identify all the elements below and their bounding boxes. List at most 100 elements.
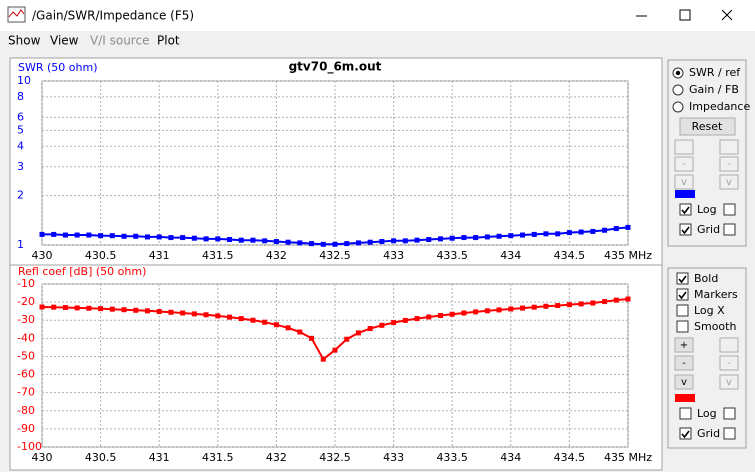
menu-item[interactable]: View — [50, 34, 79, 48]
checkbox[interactable] — [679, 203, 692, 216]
checkbox[interactable] — [679, 407, 692, 420]
data-marker — [121, 307, 127, 313]
y-tick-label: -50 — [17, 349, 35, 362]
data-marker — [461, 235, 467, 241]
data-marker — [86, 232, 92, 238]
data-marker — [250, 317, 256, 323]
data-marker — [180, 310, 186, 316]
small-button[interactable] — [674, 374, 694, 390]
data-marker — [285, 239, 291, 245]
data-marker — [250, 237, 256, 243]
data-marker — [344, 336, 350, 342]
data-marker — [625, 296, 631, 302]
title-bar — [0, 0, 755, 31]
checkbox[interactable] — [723, 223, 736, 236]
data-marker — [473, 235, 479, 241]
y-tick-label: -20 — [17, 295, 35, 308]
small-button[interactable] — [719, 337, 739, 353]
data-marker — [461, 310, 467, 316]
menu-item[interactable]: V/I source — [90, 34, 149, 48]
data-marker — [121, 233, 127, 239]
y-tick-label: 1 — [17, 238, 24, 251]
y-tick-label: 8 — [17, 90, 24, 103]
data-marker — [168, 235, 174, 241]
menu-item[interactable]: Show — [8, 34, 41, 48]
data-marker — [625, 224, 631, 230]
data-marker — [180, 235, 186, 241]
x-tick-label: 430.5 — [85, 249, 117, 262]
small-button[interactable] — [674, 174, 694, 190]
radio-label: Gain / FB — [689, 83, 739, 96]
small-button-label: - — [682, 159, 686, 170]
data-marker — [402, 238, 408, 244]
color-swatch[interactable] — [675, 394, 695, 402]
menu-item[interactable]: Plot — [157, 34, 180, 48]
data-marker — [320, 356, 326, 362]
small-button[interactable] — [674, 139, 694, 155]
data-marker — [379, 239, 385, 245]
small-button[interactable] — [719, 139, 739, 155]
small-button-label: - — [727, 159, 731, 170]
reset-label: Reset — [692, 120, 723, 133]
data-marker — [484, 234, 490, 240]
data-marker — [590, 228, 596, 234]
x-tick-label: 435 MHz — [604, 451, 652, 464]
y-tick-label: 4 — [17, 139, 24, 152]
maximize-button[interactable] — [679, 9, 691, 21]
checkbox[interactable] — [679, 427, 692, 440]
small-button[interactable] — [674, 337, 694, 353]
checkbox-label: Smooth — [694, 320, 736, 333]
checkbox[interactable] — [723, 427, 736, 440]
data-marker — [566, 302, 572, 308]
color-swatch[interactable] — [675, 190, 695, 198]
data-marker — [74, 232, 80, 238]
y-tick-label: -100 — [17, 440, 42, 453]
radio-label: SWR / ref — [689, 66, 741, 79]
checkbox-label: Grid — [697, 427, 720, 440]
data-marker — [613, 297, 619, 303]
data-marker — [156, 309, 162, 315]
check-mark — [678, 291, 687, 300]
data-marker — [555, 231, 561, 237]
check-mark — [681, 206, 690, 215]
data-marker — [203, 312, 209, 318]
small-button[interactable] — [719, 156, 739, 172]
data-marker — [578, 229, 584, 235]
y-tick-label: 6 — [17, 110, 24, 123]
close-button[interactable] — [721, 9, 733, 21]
data-marker — [238, 316, 244, 322]
checkbox[interactable] — [676, 304, 689, 317]
data-marker — [168, 309, 174, 315]
small-button[interactable] — [719, 374, 739, 390]
data-marker — [344, 241, 350, 247]
radio-button[interactable] — [672, 101, 684, 113]
data-marker — [449, 235, 455, 241]
y-tick-label: -80 — [17, 404, 35, 417]
data-marker — [520, 305, 526, 311]
x-tick-label: 433.5 — [436, 451, 468, 464]
data-marker — [98, 233, 104, 239]
data-marker — [613, 226, 619, 232]
check-mark — [678, 275, 687, 284]
checkbox[interactable] — [723, 407, 736, 420]
chart-title: gtv70_6m.out — [289, 60, 382, 75]
small-button[interactable] — [719, 355, 739, 371]
data-marker — [531, 231, 537, 237]
data-marker — [391, 320, 397, 326]
reset-button[interactable] — [679, 117, 736, 136]
y-tick-label: 2 — [17, 189, 24, 202]
checkbox-label: Log — [697, 203, 717, 216]
checkbox[interactable] — [676, 288, 689, 301]
checkbox[interactable] — [679, 223, 692, 236]
checkbox-label: Log X — [694, 304, 725, 317]
radio-button[interactable] — [672, 84, 684, 96]
checkbox[interactable] — [676, 272, 689, 285]
checkbox[interactable] — [676, 320, 689, 333]
small-button[interactable] — [719, 174, 739, 190]
checkbox[interactable] — [723, 203, 736, 216]
x-tick-label: 432.5 — [319, 249, 351, 262]
data-marker — [74, 305, 80, 311]
data-marker — [332, 347, 338, 353]
small-button[interactable] — [674, 156, 694, 172]
small-button[interactable] — [674, 355, 694, 371]
